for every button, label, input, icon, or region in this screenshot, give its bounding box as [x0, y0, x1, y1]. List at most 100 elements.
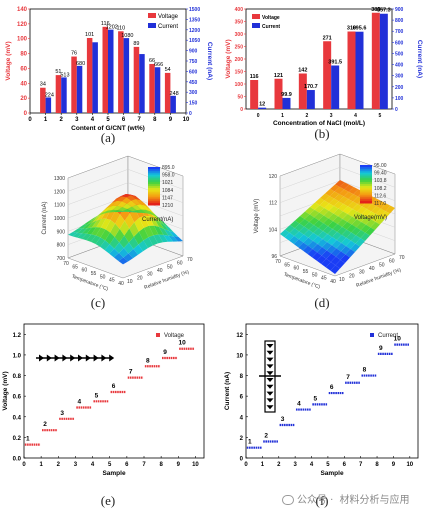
panel-c-colorbar-segment: [148, 168, 160, 172]
panel-c-colorbar-segment: [148, 172, 160, 176]
panel-c-xtick-label: 40: [118, 281, 124, 287]
panel-f-inset-arrow: [266, 398, 274, 403]
panel-c-colorbar-segment: [148, 180, 160, 183]
panel-c-xtick-label: 50: [100, 274, 106, 280]
panel-d-surface-cell: [344, 184, 354, 192]
panel-a-bar-current: [76, 65, 83, 113]
panel-d-ytick-label: 10: [339, 277, 345, 283]
panel-d-surface-cell: [352, 204, 363, 212]
panel-a-ytick-label: 20: [20, 96, 27, 102]
panel-b-bar-current: [306, 90, 315, 109]
panel-d-colorbar-segment: [360, 182, 372, 185]
panel-a-current-label: 1202: [106, 25, 118, 31]
panel-d-xtick-label: 50: [312, 272, 318, 278]
panel-f-xtick-label: 3: [293, 462, 297, 468]
panel-c-surface-cell: [173, 236, 183, 242]
panel-b-bar-voltage: [298, 73, 307, 109]
panel-c-surface-cell: [116, 196, 127, 202]
panel-e-chart: 0 1 2 3 4 5 6 7 8 9 10 0.0 0.2 0.4 0.6 0.8 1.0 1.2 1 2 3 4 5 6 7…: [2, 323, 205, 477]
panel-d-ztick-label: 120: [269, 174, 278, 180]
panel-f-inset-arrow: [266, 344, 274, 348]
panel-f-xlabel: Sample: [320, 470, 344, 477]
panel-d-surface-cell: [350, 235, 361, 244]
panel-c-surface-cell: [110, 223, 120, 238]
panel-f-inset-arrow: [266, 405, 274, 410]
panel-c-surface-cell: [113, 253, 124, 262]
panel-a-xtick-label: 2: [60, 117, 64, 123]
panel-c-surface-cell: [130, 195, 141, 201]
panel-c-colorbar-segment: [148, 186, 160, 189]
panel-b-legend-voltage-swatch: [252, 14, 260, 19]
panel-d-colorbar-segment: [360, 195, 372, 198]
panel-b-bar-voltage: [371, 12, 380, 109]
panel-e-ytick-label: 0.6: [13, 395, 22, 401]
panel-a-legend-voltage-swatch: [148, 13, 156, 18]
panel-e-inset-arrow: [101, 354, 107, 362]
panel-d-surface-cell: [307, 240, 318, 249]
panel-d-surface-cell: [347, 209, 358, 217]
panel-c-surface-cell: [135, 199, 146, 206]
panel-d-surface-cell: [290, 220, 300, 229]
panel-a-ytick-label: 100: [17, 37, 28, 43]
panel-b-current-label: 695.6: [353, 26, 367, 32]
panel-a-bar-voltage: [133, 46, 140, 114]
panel-b-y2tick-label: 200: [395, 85, 404, 91]
panel-b-y2tick-label: 800: [395, 18, 404, 24]
panel-c-surface-cell: [115, 214, 125, 229]
panel-c-surface-cell: [105, 232, 115, 245]
panel-d-xtick-label: 70: [275, 259, 281, 265]
panel-e-frame: [23, 323, 205, 459]
panel-d-surface-cell: [375, 216, 385, 225]
panel-c-surface-cell: [86, 227, 97, 235]
panel-a-bar-voltage: [149, 63, 155, 113]
panel-c-ztick-label: 1100: [54, 203, 65, 209]
panel-c-xtick-label: 60: [82, 268, 88, 274]
panel-a-bar-current: [123, 38, 130, 114]
panel-c-surface-cell: [148, 235, 158, 246]
panel-c-surface-cell: [145, 205, 156, 215]
panel-d-surface-cell: [335, 259, 345, 269]
panel-c-surface-cell: [91, 227, 101, 236]
panel-d-colorbar-segment: [360, 176, 372, 179]
panel-d-surface-cell: [355, 230, 366, 239]
panel-b-bar-current: [355, 31, 364, 109]
panel-c-surface-cell: [119, 235, 129, 249]
panel-e-xtick-label: 10: [192, 462, 199, 468]
panel-d-surface-cell: [305, 207, 315, 215]
panel-b-y2tick-label: 700: [395, 29, 404, 35]
panel-a-y2tick-label: 600: [189, 69, 198, 75]
panel-d-colorbar-segment: [360, 193, 372, 196]
panel-c-gridline: [67, 182, 184, 205]
panel-d-surface-cell: [325, 262, 336, 271]
panel-f-xtick-label: 9: [392, 462, 396, 468]
panel-b-ytick-label: 250: [235, 45, 244, 51]
panel-c-surface-cell: [98, 210, 108, 216]
panel-f-xtick-label: 0: [244, 462, 248, 468]
panel-d-surface-cell: [347, 216, 357, 225]
panel-f-ytick-label: 0: [240, 457, 244, 463]
panel-f-ytick-label: 10: [236, 353, 243, 359]
panel-c-colorbar-tick: 895.0: [162, 165, 175, 171]
panel-f-ytick-label: 8: [240, 374, 244, 380]
panel-c-zlabel: Current (nA): [42, 201, 48, 234]
panel-b-bar-voltage: [250, 80, 259, 109]
panel-e-inset-arrow: [46, 354, 52, 362]
panel-c-colorbar-tick: 1084: [162, 188, 173, 194]
panel-c-surface-cell: [143, 237, 153, 249]
panel-d-surface-cell: [324, 196, 335, 204]
panel-d-surface-cell: [317, 239, 328, 248]
panel-a-bar-voltage: [86, 37, 93, 113]
panel-a-current-label: 666: [154, 62, 163, 68]
panel-b-xtick-label: 5: [378, 113, 381, 119]
panel-d-surface-cell: [332, 231, 342, 240]
panel-a-chart: 0 1 2 3 4 5 6 7 8 9 100204060801001201400150300450…: [5, 7, 213, 132]
panel-d-surface-cell: [307, 249, 318, 258]
panel-c-colorbar-label: Current(nA): [142, 217, 173, 223]
panel-a-voltage-label: 76: [71, 51, 77, 57]
panel-a-bar-voltage: [40, 87, 46, 113]
panel-c-colorbar-segment: [148, 184, 160, 187]
panel-b-ytick-label: 0: [240, 107, 243, 113]
panel-e-xtick-label: 4: [91, 462, 95, 468]
panel-c-surface-cell: [123, 253, 133, 262]
